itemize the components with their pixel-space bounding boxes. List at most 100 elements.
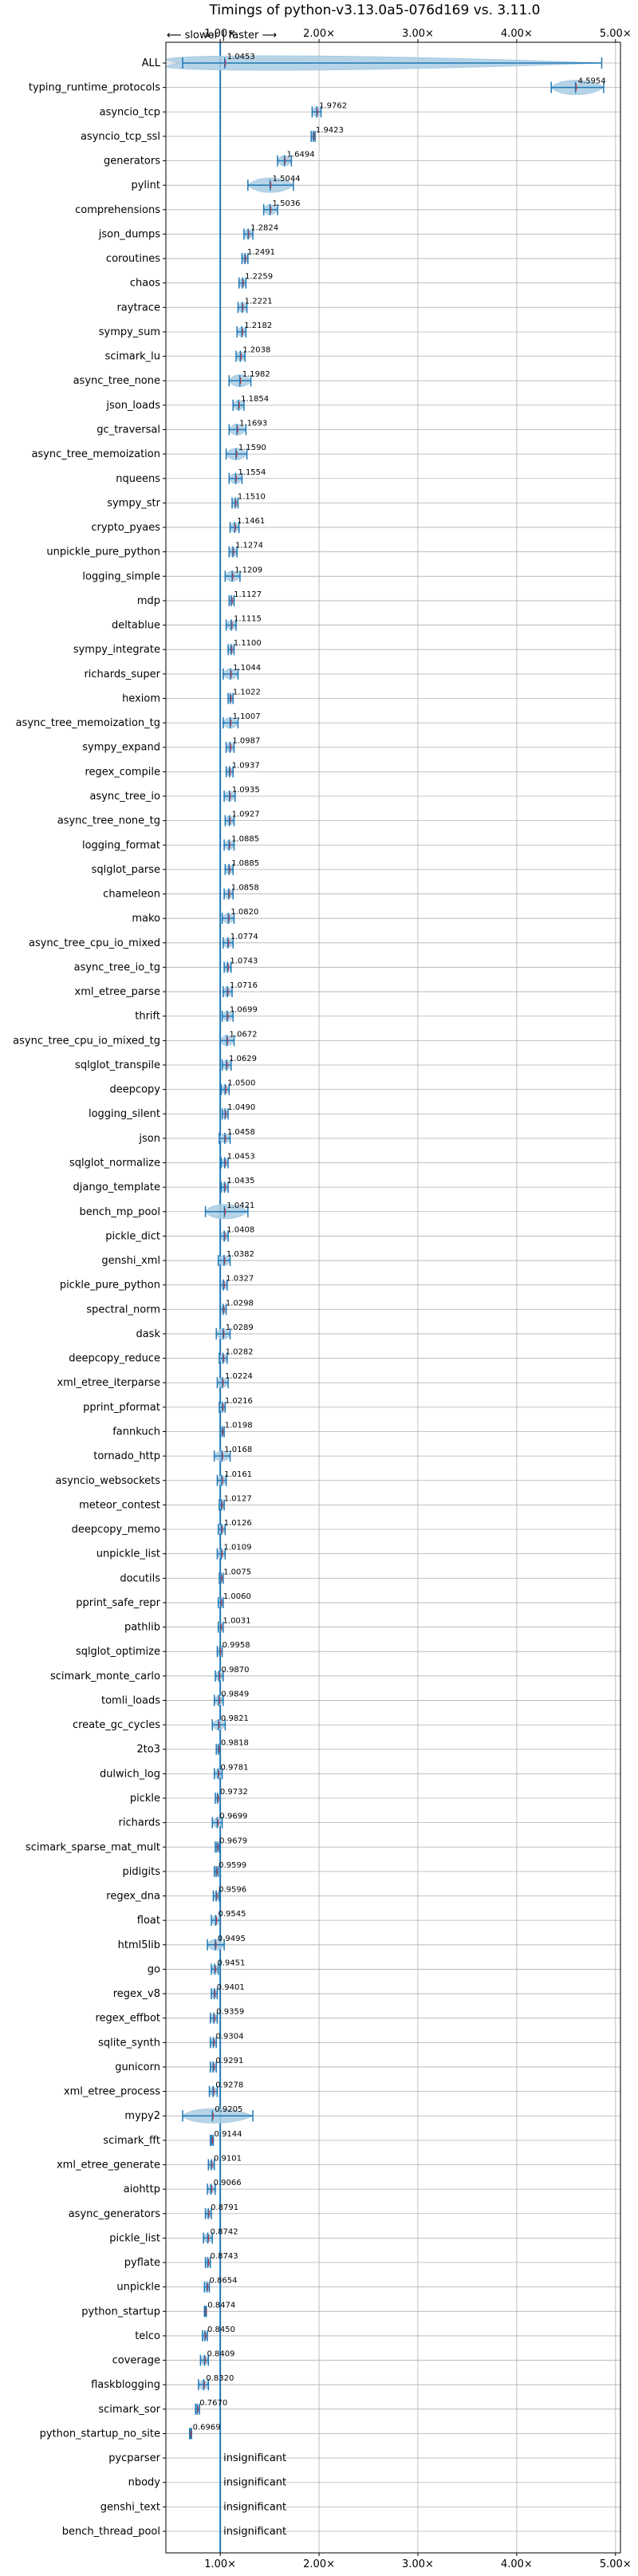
value-label: 0.9849 [221,1690,249,1698]
benchmark-mark: 1.0885 [223,834,259,851]
value-label: 1.0937 [232,761,260,770]
value-label: 0.9066 [214,2179,242,2187]
benchmark-label: sqlglot_normalize [69,1158,160,1170]
value-label: 1.1461 [237,517,265,526]
benchmark-label: unpickle_list [96,1548,160,1560]
x-tick-label-top: 1.00× [204,28,236,40]
benchmark-label: pidigits [123,1866,161,1878]
benchmark-mark: 1.2182 [236,322,272,337]
benchmark-label: chaos [130,278,160,290]
benchmark-label: asyncio_websockets [55,1475,160,1487]
value-label: 1.1510 [238,492,266,501]
benchmark-label: logging_format [82,839,160,851]
value-label: 0.9599 [219,1861,246,1870]
benchmark-label: pyflate [124,2257,160,2269]
benchmark-mark: 0.9821 [211,1714,249,1731]
value-label: 0.9101 [214,2154,242,2163]
benchmark-mark: 1.0774 [223,933,258,949]
benchmark-mark: 1.1022 [227,688,261,704]
benchmark-label: 2to3 [136,1744,160,1756]
benchmark-label: flaskblogging [91,2379,160,2391]
benchmark-mark: 1.0060 [217,1592,251,1608]
benchmark-mark: 1.0987 [225,737,260,753]
benchmark-label: scimark_lu [105,351,160,363]
value-label: 1.1693 [239,420,267,428]
benchmark-mark: 0.9732 [215,1788,248,1804]
insignificant-label: insignificant [223,2501,286,2513]
benchmark-label: docutils [120,1572,160,1584]
benchmark-mark: 0.8742 [203,2227,238,2244]
benchmark-mark: 1.0458 [219,1128,255,1144]
benchmark-label: async_tree_memoization [31,448,160,460]
benchmark-mark: 0.9596 [212,1886,246,1902]
value-label: 0.9821 [221,1714,249,1723]
value-label: 0.9304 [216,2032,244,2041]
benchmark-label: sqlglot_transpile [75,1059,160,1071]
benchmark-mark: 1.1982 [228,370,270,388]
value-label: 1.2182 [244,322,272,330]
benchmark-label: xml_etree_parse [75,986,160,998]
benchmark-mark: 1.1100 [227,639,262,656]
insignificant-label: insignificant [223,2526,286,2538]
value-label: 1.0060 [223,1592,251,1601]
benchmark-label: chameleon [103,889,160,901]
benchmark-label: python_startup_no_site [40,2428,160,2440]
value-label: 1.1590 [238,444,266,452]
benchmark-mark: 0.8320 [198,2374,234,2391]
benchmark-mark: 1.1854 [232,395,269,411]
value-label: 0.9596 [219,1886,246,1895]
benchmark-mark: 1.0885 [224,859,259,875]
value-label: 1.0031 [223,1617,251,1626]
value-label: 0.9679 [219,1836,247,1845]
value-label: 1.0109 [224,1544,252,1552]
benchmark-label: logging_silent [89,1108,160,1120]
benchmark-mark: 1.2221 [237,297,273,314]
value-label: 1.1007 [233,712,261,721]
benchmark-label: generators [104,156,160,168]
benchmark-label: json [138,1133,160,1145]
insignificant-label: insignificant [223,2452,286,2464]
benchmark-mark: 0.9304 [210,2032,244,2049]
value-label: 1.0699 [230,1006,258,1015]
value-label: 0.8320 [206,2374,234,2383]
value-label: 0.8409 [207,2350,234,2359]
value-label: 1.0126 [224,1519,252,1528]
benchmark-label: scimark_monte_carlo [50,1671,160,1682]
benchmark-label: aiohttp [124,2183,160,2195]
value-label: 0.9870 [222,1666,250,1675]
benchmark-label: nqueens [116,473,160,485]
benchmark-mark: 1.0858 [223,884,259,900]
value-label: 0.9545 [219,1910,246,1919]
benchmark-mark: 1.0327 [219,1275,254,1291]
benchmark-label: crypto_pyaes [91,522,160,534]
benchmark-mark: 4.5954 [550,77,606,96]
benchmark-mark: 1.0168 [213,1446,252,1462]
benchmark-label: telco [135,2330,160,2342]
benchmark-mark: 1.0224 [216,1372,253,1389]
benchmark-mark: 1.1044 [223,664,261,680]
value-label: 1.1209 [234,566,262,574]
benchmark-label: tornado_http [93,1450,160,1462]
benchmark-label: django_template [73,1181,160,1193]
x-tick-label-top: 5.00× [600,28,632,40]
value-label: 1.1127 [234,590,262,599]
value-label: 1.0858 [231,884,259,893]
value-label: 1.0885 [231,859,259,868]
benchmark-label: ALL [142,57,161,69]
value-label: 0.9781 [220,1763,248,1772]
value-label: 0.9958 [223,1641,250,1650]
value-label: 0.8791 [211,2203,238,2212]
benchmark-mark: 1.1510 [231,492,266,509]
benchmark-label: raytrace [116,302,160,314]
benchmark-label: json_loads [105,400,160,412]
x-tick-label-top: 2.00× [303,28,335,40]
value-label: 0.9205 [215,2105,242,2114]
benchmark-label: asyncio_tcp_ssl [81,131,160,143]
benchmark-mark: 1.0672 [219,1030,257,1047]
plot-frame [165,41,621,2554]
x-tick-label-bottom: 5.00× [600,2558,632,2570]
value-label: 1.0885 [231,834,259,843]
benchmark-label: regex_v8 [113,1988,160,2000]
benchmark-mark: 1.0216 [219,1397,253,1413]
